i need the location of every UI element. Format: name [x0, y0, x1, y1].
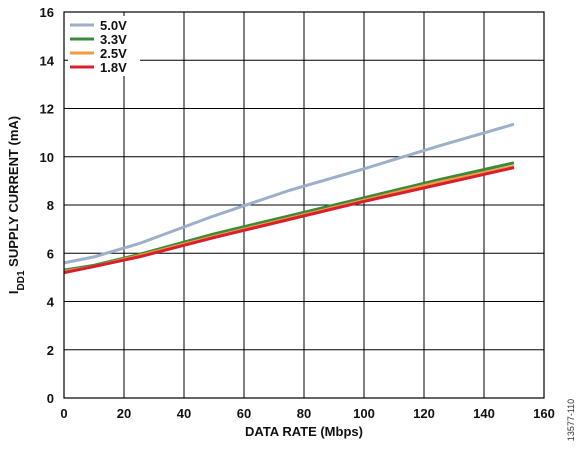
x-tick-label: 80 [297, 406, 311, 421]
legend-label: 2.5V [100, 46, 127, 61]
y-tick-label: 10 [40, 150, 54, 165]
legend-label: 3.3V [100, 32, 127, 47]
y-tick-labels: 0 2 4 6 8 10 12 14 16 [40, 5, 55, 406]
y-tick-label: 4 [47, 295, 55, 310]
x-tick-label: 100 [353, 406, 375, 421]
series-line-3p3v [63, 161, 515, 272]
legend: 5.0V3.3V2.5V1.8V [68, 16, 140, 76]
x-tick-label: 40 [177, 406, 191, 421]
series-lines [63, 122, 515, 275]
y-axis-title-subscript: DD1 [16, 270, 27, 290]
y-tick-label: 2 [47, 343, 54, 358]
x-tick-label: 160 [533, 406, 555, 421]
x-tick-label: 0 [60, 406, 67, 421]
legend-label: 5.0V [100, 18, 127, 33]
x-tick-label: 140 [473, 406, 495, 421]
y-tick-label: 6 [47, 246, 54, 261]
series-line-1p8v [63, 166, 515, 275]
x-tick-label: 20 [117, 406, 131, 421]
plot-frame [63, 11, 545, 399]
x-tick-label: 60 [237, 406, 251, 421]
y-tick-label: 0 [47, 391, 54, 406]
series-line-5p0v [63, 122, 515, 265]
x-tick-labels: 0 20 40 60 80 100 120 140 160 [60, 406, 554, 421]
y-tick-label: 12 [40, 102, 54, 117]
x-tick-label: 120 [413, 406, 435, 421]
figure-id: 13577-110 [566, 399, 576, 441]
y-tick-label: 16 [40, 5, 54, 20]
y-tick-label: 8 [47, 198, 54, 213]
y-axis-title-prefix: I [6, 290, 21, 294]
y-axis-title-suffix: SUPPLY CURRENT (mA) [6, 116, 21, 271]
y-axis-title: IDD1 SUPPLY CURRENT (mA) [6, 116, 27, 294]
legend-label: 1.8V [100, 60, 127, 75]
y-tick-label: 14 [40, 53, 55, 68]
x-axis-title: DATA RATE (Mbps) [245, 424, 363, 439]
